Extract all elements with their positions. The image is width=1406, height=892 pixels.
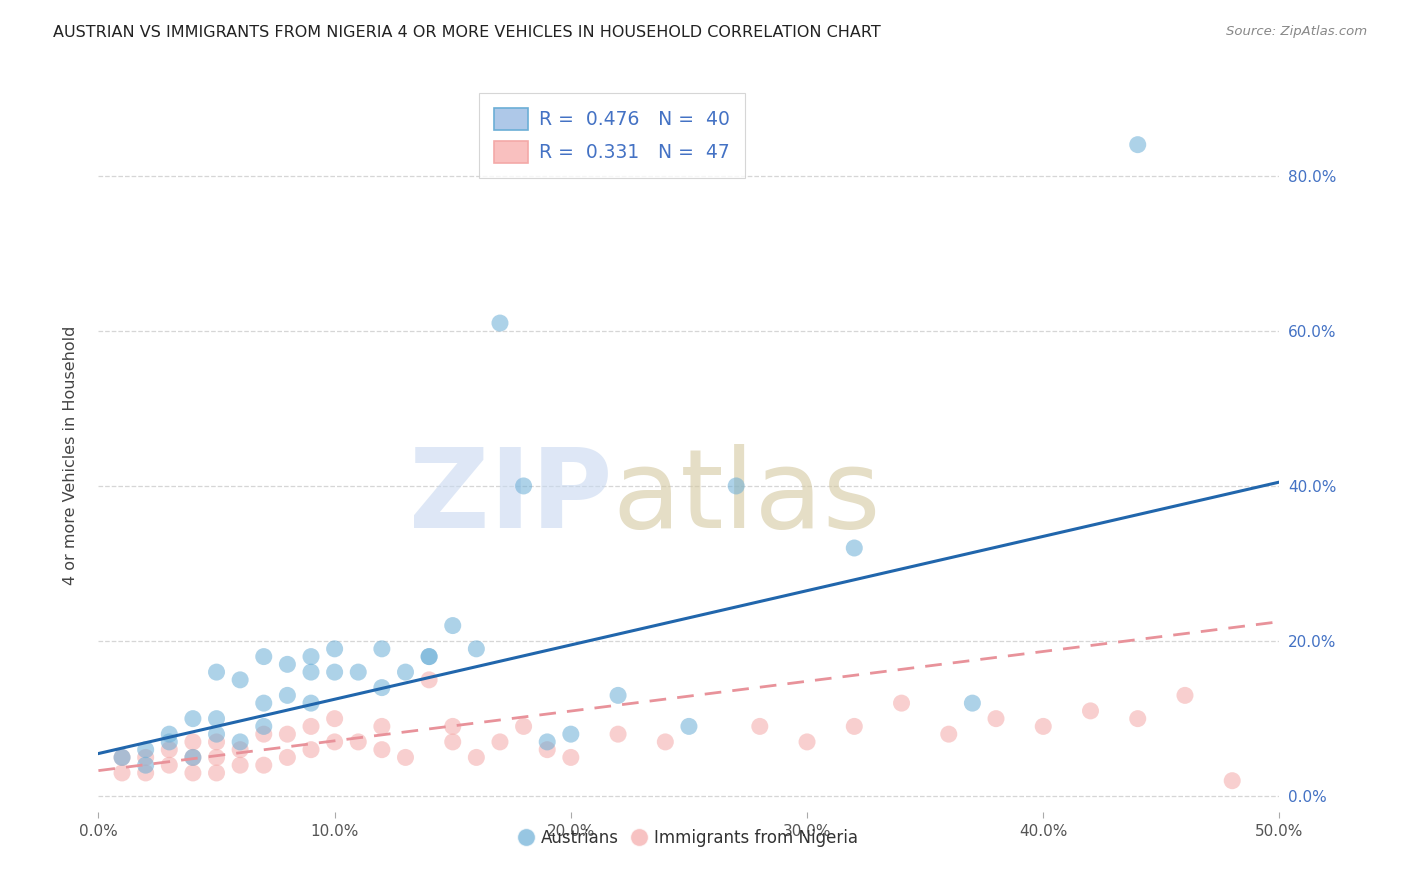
Point — [512, 719, 534, 733]
Point — [111, 750, 134, 764]
Point — [1174, 689, 1197, 703]
Point — [299, 665, 322, 679]
Point — [157, 742, 180, 756]
Point — [253, 696, 276, 710]
Text: ZIP: ZIP — [409, 444, 612, 551]
Point — [157, 735, 180, 749]
Point — [465, 641, 488, 656]
Point — [1080, 704, 1102, 718]
Point — [489, 316, 512, 330]
Point — [607, 727, 630, 741]
Point — [323, 712, 346, 726]
Point — [181, 750, 204, 764]
Point — [418, 673, 440, 687]
Point — [253, 727, 276, 741]
Point — [465, 750, 488, 764]
Point — [276, 689, 298, 703]
Point — [962, 696, 984, 710]
Point — [205, 665, 228, 679]
Point — [347, 735, 370, 749]
Point — [229, 673, 252, 687]
Point — [205, 735, 228, 749]
Point — [536, 735, 558, 749]
Point — [418, 649, 440, 664]
Point — [844, 719, 866, 733]
Point — [796, 735, 818, 749]
Point — [560, 727, 582, 741]
Point — [323, 735, 346, 749]
Point — [890, 696, 912, 710]
Point — [135, 766, 157, 780]
Point — [1220, 773, 1243, 788]
Point — [1126, 712, 1149, 726]
Point — [725, 479, 748, 493]
Point — [229, 742, 252, 756]
Point — [299, 696, 322, 710]
Point — [938, 727, 960, 741]
Text: Source: ZipAtlas.com: Source: ZipAtlas.com — [1226, 25, 1367, 38]
Point — [157, 758, 180, 772]
Point — [323, 641, 346, 656]
Point — [205, 766, 228, 780]
Point — [205, 727, 228, 741]
Point — [371, 742, 394, 756]
Point — [253, 719, 276, 733]
Point — [229, 735, 252, 749]
Point — [229, 758, 252, 772]
Point — [276, 727, 298, 741]
Point — [489, 735, 512, 749]
Point — [181, 766, 204, 780]
Point — [560, 750, 582, 764]
Point — [512, 479, 534, 493]
Point — [371, 719, 394, 733]
Point — [347, 665, 370, 679]
Point — [135, 742, 157, 756]
Point — [678, 719, 700, 733]
Point — [748, 719, 770, 733]
Point — [157, 727, 180, 741]
Point — [111, 750, 134, 764]
Text: atlas: atlas — [612, 444, 880, 551]
Point — [441, 618, 464, 632]
Point — [654, 735, 676, 749]
Point — [276, 750, 298, 764]
Point — [253, 758, 276, 772]
Point — [418, 649, 440, 664]
Point — [844, 541, 866, 555]
Point — [323, 665, 346, 679]
Y-axis label: 4 or more Vehicles in Household: 4 or more Vehicles in Household — [63, 326, 77, 584]
Point — [253, 649, 276, 664]
Point — [371, 641, 394, 656]
Point — [205, 750, 228, 764]
Point — [299, 719, 322, 733]
Point — [1126, 137, 1149, 152]
Point — [984, 712, 1007, 726]
Point — [441, 719, 464, 733]
Point — [205, 712, 228, 726]
Point — [1032, 719, 1054, 733]
Point — [536, 742, 558, 756]
Point — [181, 712, 204, 726]
Point — [299, 649, 322, 664]
Point — [181, 735, 204, 749]
Point — [135, 758, 157, 772]
Point — [299, 742, 322, 756]
Point — [135, 750, 157, 764]
Legend: Austrians, Immigrants from Nigeria: Austrians, Immigrants from Nigeria — [513, 822, 865, 854]
Point — [607, 689, 630, 703]
Point — [394, 665, 416, 679]
Point — [181, 750, 204, 764]
Point — [441, 735, 464, 749]
Point — [111, 766, 134, 780]
Point — [394, 750, 416, 764]
Point — [276, 657, 298, 672]
Point — [371, 681, 394, 695]
Text: AUSTRIAN VS IMMIGRANTS FROM NIGERIA 4 OR MORE VEHICLES IN HOUSEHOLD CORRELATION : AUSTRIAN VS IMMIGRANTS FROM NIGERIA 4 OR… — [53, 25, 882, 40]
